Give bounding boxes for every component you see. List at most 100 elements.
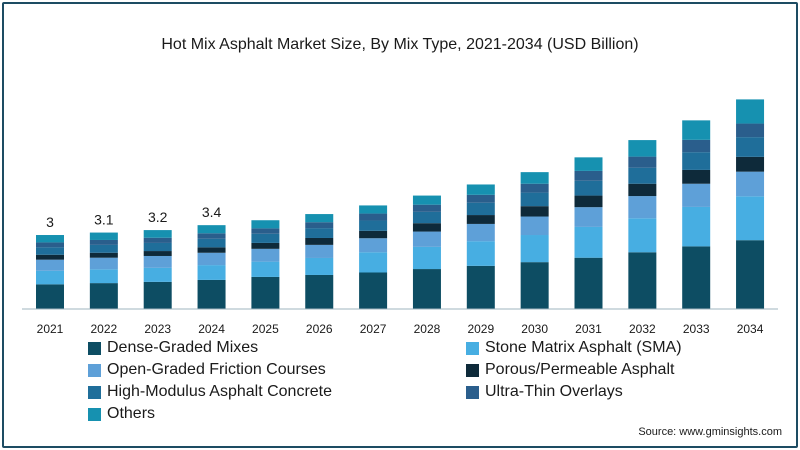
bar-segment-2032-series-3	[628, 183, 657, 197]
bar-segment-2022-series-2	[89, 257, 118, 270]
data-label-2024: 3.4	[202, 204, 222, 220]
bar-segment-2022-series-1	[89, 269, 118, 284]
bar-segment-2033-series-5	[682, 139, 711, 153]
bar-segment-2026-series-6	[305, 214, 334, 223]
bar-segment-2023-series-3	[143, 251, 172, 256]
legend-swatch	[88, 385, 101, 399]
legend-item-high-modulus: High-Modulus Asphalt Concrete	[88, 382, 466, 402]
bar-segment-2025-series-0	[251, 276, 280, 309]
bar-segment-2026-series-3	[305, 237, 334, 245]
legend-label: Porous/Permeable Asphalt	[485, 361, 675, 378]
bar-segment-2028-series-5	[412, 204, 441, 212]
x-tick-label-2030: 2030	[521, 322, 548, 336]
bar-segment-2029-series-3	[466, 215, 495, 224]
bar-segment-2034-series-1	[736, 196, 765, 241]
bar-segment-2032-series-0	[628, 252, 657, 309]
bar-segment-2030-series-0	[520, 262, 549, 309]
chart-title: Hot Mix Asphalt Market Size, By Mix Type…	[161, 36, 639, 53]
bar-segment-2021-series-1	[36, 270, 64, 285]
bar-segment-2029-series-0	[466, 265, 495, 309]
bar-segment-2027-series-2	[359, 238, 388, 253]
bar-segment-2034-series-5	[736, 123, 765, 138]
bar-segment-2029-series-5	[466, 194, 495, 203]
bar-segment-2025-series-5	[251, 228, 280, 234]
legend-item-others: Others	[88, 404, 466, 424]
bar-segment-2025-series-3	[251, 242, 280, 249]
bar-segment-2025-series-6	[251, 220, 280, 229]
legend-item-porous: Porous/Permeable Asphalt	[466, 360, 728, 380]
bar-segment-2027-series-4	[359, 220, 388, 231]
bar-segment-2023-series-4	[143, 242, 172, 252]
bar-segment-2021-series-0	[36, 284, 64, 309]
bar-segment-2024-series-3	[197, 247, 226, 253]
bar-segment-2022-series-3	[89, 252, 118, 258]
bar-segment-2028-series-0	[412, 269, 441, 309]
bar-segment-2022-series-6	[89, 232, 118, 240]
bar-segment-2031-series-3	[574, 195, 603, 208]
bar-segment-2021-series-3	[36, 254, 64, 260]
bar-segment-2023-series-1	[143, 267, 172, 282]
bar-segment-2029-series-2	[466, 223, 495, 242]
legend-item-sma: Stone Matrix Asphalt (SMA)	[466, 338, 728, 358]
bar-segment-2033-series-6	[682, 120, 711, 140]
bar-segment-2021-series-5	[36, 242, 64, 248]
legend-item-open-graded: Open-Graded Friction Courses	[88, 360, 466, 380]
bar-segment-2030-series-6	[520, 172, 549, 184]
bar-segment-2025-series-4	[251, 233, 280, 243]
bar-segment-2032-series-2	[628, 196, 657, 219]
bar-segment-2025-series-2	[251, 248, 280, 262]
x-tick-label-2027: 2027	[360, 322, 387, 336]
legend-item-dense-graded: Dense-Graded Mixes	[88, 338, 466, 358]
bar-segment-2026-series-1	[305, 257, 334, 275]
legend-label: Stone Matrix Asphalt (SMA)	[485, 339, 682, 356]
bar-segment-2026-series-0	[305, 274, 334, 309]
legend-swatch	[88, 341, 101, 355]
bar-segment-2033-series-2	[682, 183, 711, 207]
legend-label: Open-Graded Friction Courses	[107, 361, 326, 378]
bar-segment-2026-series-4	[305, 228, 334, 238]
bar-segment-2024-series-0	[197, 279, 226, 309]
x-tick-label-2032: 2032	[629, 322, 656, 336]
bar-segment-2022-series-4	[89, 244, 118, 253]
bar-segment-2023-series-5	[143, 237, 172, 243]
stacked-bar-chart: 3 2021 3.1 2022 3.2 2023 3.4 2024 2025 2026 2027 20…	[22, 99, 778, 336]
bar-segment-2027-series-0	[359, 272, 388, 309]
bar-segment-2034-series-6	[736, 99, 765, 124]
x-tick-label-2022: 2022	[90, 322, 117, 336]
bar-segment-2031-series-5	[574, 170, 603, 181]
legend-label: High-Modulus Asphalt Concrete	[107, 383, 333, 400]
bar-segment-2030-series-5	[520, 183, 549, 193]
bar-segment-2027-series-1	[359, 252, 388, 273]
bar-segment-2030-series-4	[520, 192, 549, 207]
x-tick-label-2031: 2031	[575, 322, 602, 336]
bar-segment-2024-series-5	[197, 233, 226, 239]
x-tick-label-2023: 2023	[144, 322, 171, 336]
bar-segment-2028-series-6	[412, 195, 441, 205]
bar-segment-2030-series-2	[520, 216, 549, 236]
bar-segment-2021-series-4	[36, 247, 64, 255]
chart-legend: Dense-Graded Mixes Stone Matrix Asphalt …	[88, 338, 728, 424]
legend-label: Ultra-Thin Overlays	[485, 383, 623, 400]
bar-segment-2026-series-5	[305, 222, 334, 229]
bar-segment-2034-series-4	[736, 137, 765, 157]
legend-label: Others	[107, 405, 156, 422]
x-tick-label-2028: 2028	[414, 322, 441, 336]
bar-segment-2031-series-1	[574, 226, 603, 258]
x-tick-label-2029: 2029	[467, 322, 494, 336]
bar-segment-2032-series-4	[628, 167, 657, 184]
data-label-2023: 3.2	[148, 209, 168, 225]
legend-swatch	[466, 385, 479, 399]
source-note: Source: www.gminsights.com	[638, 426, 782, 438]
bar-segment-2023-series-6	[143, 230, 172, 238]
legend-item-ultra-thin: Ultra-Thin Overlays	[466, 382, 728, 402]
bar-segment-2027-series-3	[359, 230, 388, 239]
bar-segment-2030-series-3	[520, 206, 549, 217]
bar-segment-2027-series-5	[359, 213, 388, 221]
bar-segment-2033-series-1	[682, 206, 711, 247]
bar-segment-2034-series-2	[736, 171, 765, 197]
x-tick-label-2021: 2021	[37, 322, 64, 336]
bar-segment-2032-series-5	[628, 156, 657, 168]
bar-segment-2024-series-4	[197, 238, 226, 248]
bar-segment-2033-series-4	[682, 152, 711, 170]
bar-segment-2028-series-2	[412, 231, 441, 247]
